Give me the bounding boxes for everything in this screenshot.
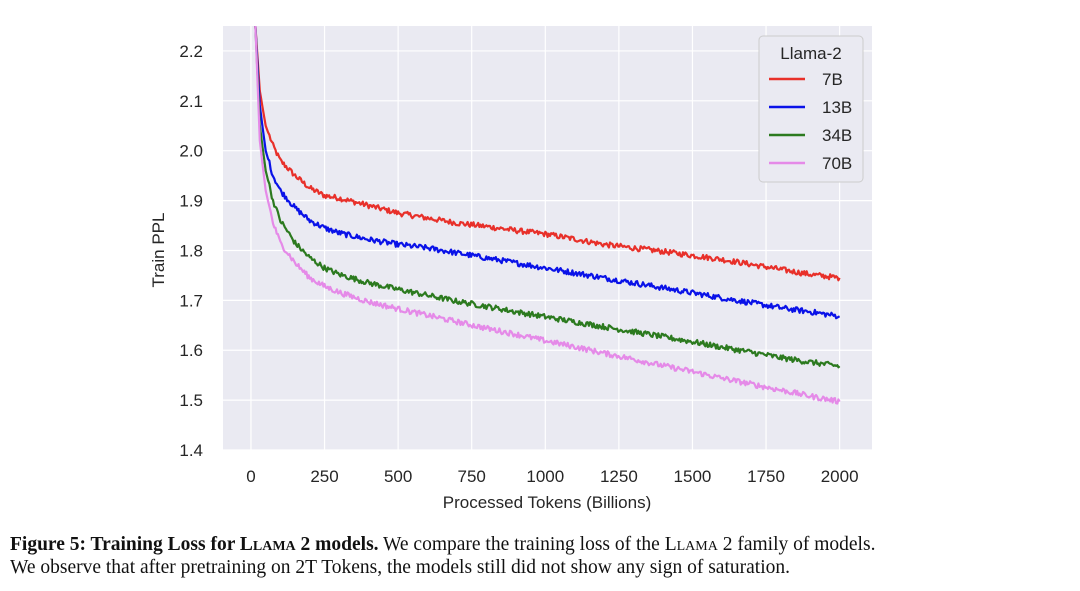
x-tick-label: 0 bbox=[246, 467, 255, 486]
legend-label-70b: 70B bbox=[822, 154, 852, 173]
y-axis-label: Train PPL bbox=[149, 213, 168, 288]
y-tick-label: 2.0 bbox=[179, 142, 203, 161]
y-tick-label: 1.5 bbox=[179, 391, 203, 410]
legend-label-7b: 7B bbox=[822, 70, 843, 89]
y-tick-label: 2.2 bbox=[179, 42, 203, 61]
y-tick-label: 1.7 bbox=[179, 291, 203, 310]
figure-caption: Figure 5: Training Loss for Llama 2 mode… bbox=[10, 533, 1075, 579]
x-tick-label: 250 bbox=[310, 467, 338, 486]
y-tick-label: 1.9 bbox=[179, 192, 203, 211]
caption-label: Figure 5: Training Loss for Llama 2 mode… bbox=[10, 534, 379, 555]
legend-label-13b: 13B bbox=[822, 98, 852, 117]
legend-label-34b: 34B bbox=[822, 126, 852, 145]
legend-box bbox=[758, 35, 864, 183]
series-line-7b bbox=[254, 26, 841, 282]
x-tick-label: 1250 bbox=[600, 467, 638, 486]
x-axis-label: Processed Tokens (Billions) bbox=[443, 493, 652, 512]
caption-line-1: Figure 5: Training Loss for Llama 2 mode… bbox=[10, 534, 876, 555]
series-line-13b bbox=[254, 26, 841, 320]
x-tick-label: 750 bbox=[458, 467, 486, 486]
y-tick-label: 2.1 bbox=[179, 92, 203, 111]
series-line-34b bbox=[254, 26, 841, 369]
x-tick-label: 1000 bbox=[526, 467, 564, 486]
legend-title: Llama-2 bbox=[780, 44, 841, 63]
y-tick-label: 1.4 bbox=[179, 441, 203, 460]
legend: Llama-2 7B 13B 34B 70B bbox=[758, 35, 864, 183]
x-tick-label: 500 bbox=[384, 467, 412, 486]
y-tick-label: 1.6 bbox=[179, 341, 203, 360]
y-tick-label: 1.8 bbox=[179, 241, 203, 260]
training-loss-chart: 0 250 500 750 1000 1250 1500 1750 2000 1.4 1.5 1.6 1… bbox=[149, 26, 872, 512]
series-line-70b bbox=[254, 26, 841, 405]
x-tick-label: 1750 bbox=[747, 467, 785, 486]
x-tick-label: 2000 bbox=[821, 467, 859, 486]
series-lines bbox=[254, 26, 841, 405]
caption-line-2: We observe that after pretraining on 2T … bbox=[10, 557, 790, 578]
tick-labels: 0 250 500 750 1000 1250 1500 1750 2000 1.4 1.5 1.6 1… bbox=[179, 42, 858, 486]
x-tick-label: 1500 bbox=[674, 467, 712, 486]
